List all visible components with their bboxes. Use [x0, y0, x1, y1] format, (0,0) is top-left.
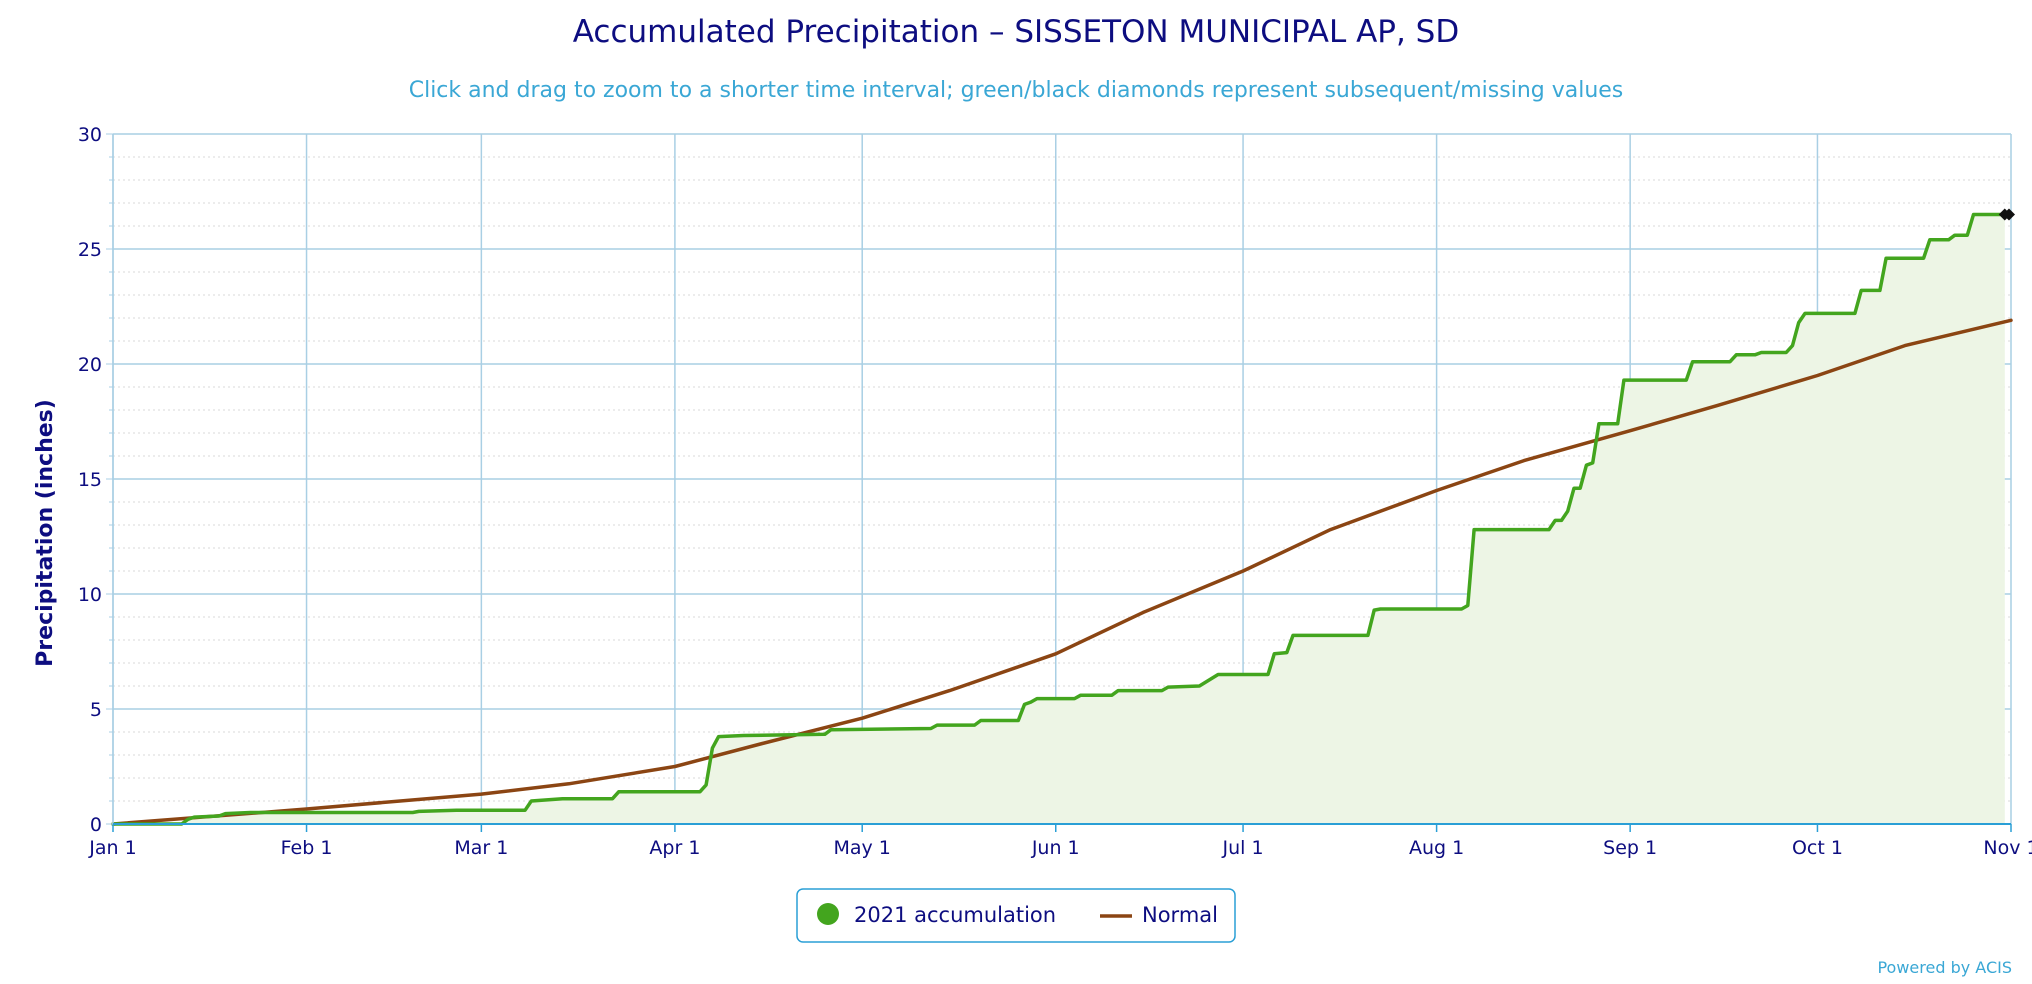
y-tick-label: 10 — [78, 584, 102, 606]
chart-subtitle: Click and drag to zoom to a shorter time… — [409, 78, 1624, 103]
series-area-2021-accumulation — [113, 214, 2005, 824]
x-tick-label: Apr 1 — [649, 837, 700, 859]
credits-link[interactable]: Powered by ACIS — [1877, 958, 2012, 977]
y-tick-label: 5 — [90, 699, 102, 721]
x-tick-label: Sep 1 — [1603, 837, 1657, 859]
y-tick-label: 20 — [78, 354, 102, 376]
x-tick-label: Mar 1 — [454, 837, 508, 859]
x-tick-label: May 1 — [833, 837, 890, 859]
y-tick-label: 0 — [90, 814, 102, 836]
x-tick-label: Nov 1 — [1983, 837, 2032, 859]
plot-area[interactable] — [111, 208, 2015, 826]
y-tick-label: 15 — [78, 469, 102, 491]
legend-symbol-2021-accumulation — [817, 903, 839, 925]
x-tick-label: Oct 1 — [1792, 837, 1843, 859]
y-tick-label: 30 — [78, 124, 102, 146]
legend-item-normal[interactable]: Normal — [1100, 903, 1218, 927]
legend-label-2021-accumulation: 2021 accumulation — [854, 903, 1056, 927]
y-tick-label: 25 — [78, 239, 102, 261]
legend-box — [796, 888, 1236, 943]
series-line-2021-accumulation — [111, 212, 2007, 826]
x-tick-label: Jun 1 — [1031, 837, 1080, 859]
series-line-normal — [111, 318, 2013, 826]
missing-value-diamond-marker — [2003, 208, 2015, 221]
x-tick-label: Feb 1 — [281, 837, 333, 859]
legend-label-normal: Normal — [1142, 903, 1218, 927]
legend-item-2021-accumulation[interactable]: 2021 accumulation — [817, 903, 1056, 927]
legend[interactable]: 2021 accumulation Normal — [796, 888, 1236, 943]
axes: 0 5 10 15 20 25 30 Jan 1 Feb 1 Mar 1 Apr 1 May 1 Jun… — [78, 124, 2032, 859]
y-axis-title: Precipitation (inches) — [33, 399, 58, 667]
x-tick-label: Jan 1 — [88, 837, 136, 859]
x-tick-label: Aug 1 — [1409, 837, 1464, 859]
chart-title: Accumulated Precipitation – SISSETON MUN… — [573, 14, 1459, 50]
x-tick-label: Jul 1 — [1222, 837, 1264, 859]
